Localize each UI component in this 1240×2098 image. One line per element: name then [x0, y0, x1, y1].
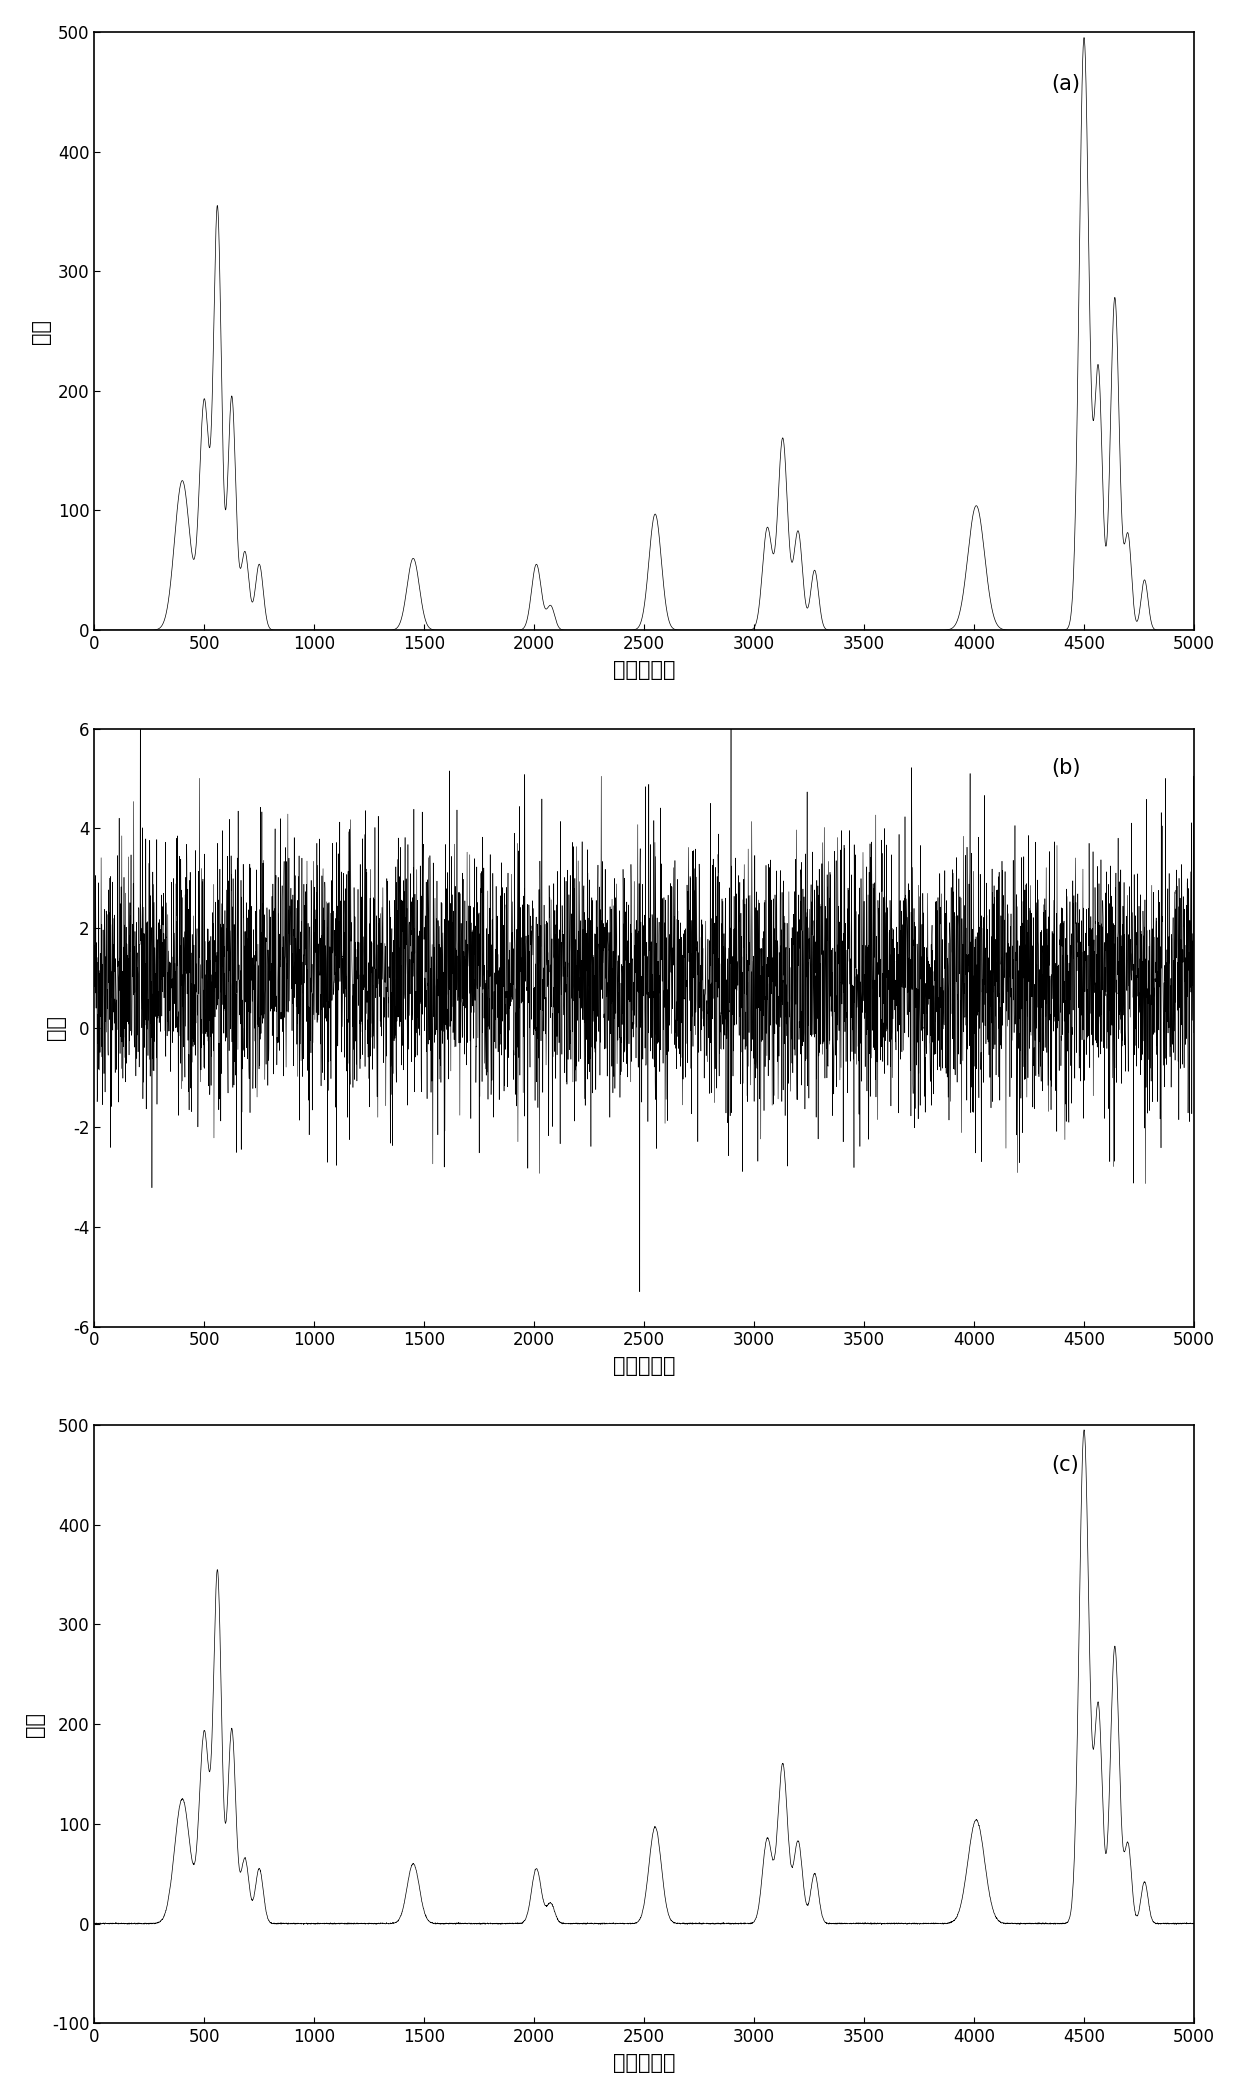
X-axis label: 数据点序列: 数据点序列 — [613, 661, 676, 680]
Y-axis label: 强度: 强度 — [31, 319, 51, 344]
Y-axis label: 强度: 强度 — [25, 1712, 45, 1737]
Text: (a): (a) — [1052, 73, 1080, 94]
X-axis label: 数据点序列: 数据点序列 — [613, 2054, 676, 2073]
Text: (b): (b) — [1052, 759, 1080, 778]
Y-axis label: 强度: 强度 — [46, 1015, 66, 1041]
Text: (c): (c) — [1052, 1456, 1079, 1475]
X-axis label: 数据点序列: 数据点序列 — [613, 1357, 676, 1376]
